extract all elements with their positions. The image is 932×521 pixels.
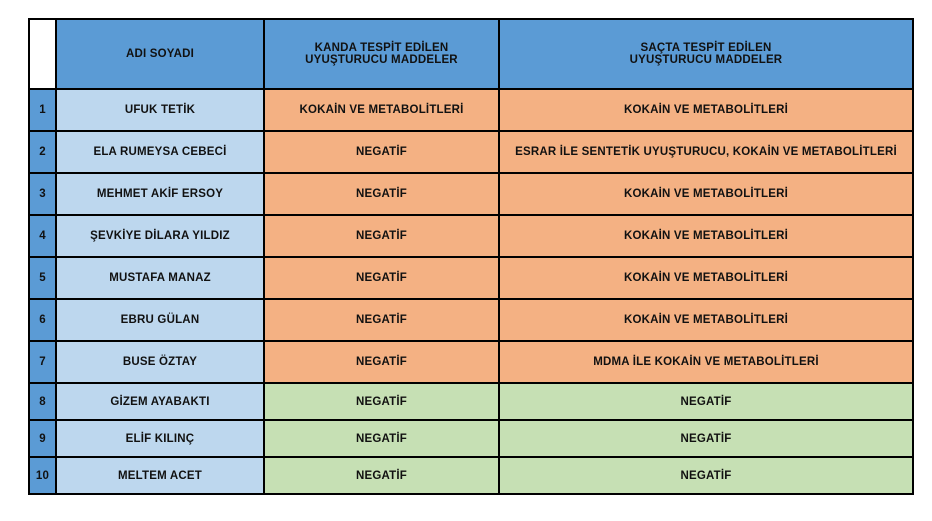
table-row: 4 ŞEVKİYE DİLARA YILDIZ NEGATİF KOKAİN V… <box>28 214 914 258</box>
person-name: MEHMET AKİF ERSOY <box>55 172 265 216</box>
drug-test-results-table: ADI SOYADI KANDA TESPİT EDİLEN UYUŞTURUC… <box>28 18 914 495</box>
table-row: 8 GİZEM AYABAKTI NEGATİF NEGATİF <box>28 382 914 421</box>
header-blood-result: KANDA TESPİT EDİLEN UYUŞTURUCU MADDELER <box>263 18 500 90</box>
hair-result: KOKAİN VE METABOLİTLERİ <box>498 298 914 342</box>
blood-result: NEGATİF <box>263 130 500 174</box>
table-row: 5 MUSTAFA MANAZ NEGATİF KOKAİN VE METABO… <box>28 256 914 300</box>
blood-result: NEGATİF <box>263 172 500 216</box>
person-name: MELTEM ACET <box>55 456 265 495</box>
blood-result: NEGATİF <box>263 419 500 458</box>
hair-result: ESRAR İLE SENTETİK UYUŞTURUCU, KOKAİN VE… <box>498 130 914 174</box>
person-name: BUSE ÖZTAY <box>55 340 265 384</box>
header-hair-result: SAÇTA TESPİT EDİLEN UYUŞTURUCU MADDELER <box>498 18 914 90</box>
row-index: 8 <box>28 382 57 421</box>
person-name: ELA RUMEYSA CEBECİ <box>55 130 265 174</box>
row-index: 3 <box>28 172 57 216</box>
blood-result: KOKAİN VE METABOLİTLERİ <box>263 88 500 132</box>
person-name: ŞEVKİYE DİLARA YILDIZ <box>55 214 265 258</box>
row-index: 6 <box>28 298 57 342</box>
hair-result: NEGATİF <box>498 456 914 495</box>
row-index: 1 <box>28 88 57 132</box>
row-index: 4 <box>28 214 57 258</box>
hair-result: KOKAİN VE METABOLİTLERİ <box>498 256 914 300</box>
row-index: 9 <box>28 419 57 458</box>
blood-result: NEGATİF <box>263 456 500 495</box>
header-row: ADI SOYADI KANDA TESPİT EDİLEN UYUŞTURUC… <box>28 18 914 90</box>
person-name: UFUK TETİK <box>55 88 265 132</box>
table-row: 2 ELA RUMEYSA CEBECİ NEGATİF ESRAR İLE S… <box>28 130 914 174</box>
table-row: 10 MELTEM ACET NEGATİF NEGATİF <box>28 456 914 495</box>
person-name: ELİF KILINÇ <box>55 419 265 458</box>
hair-result: NEGATİF <box>498 382 914 421</box>
blood-result: NEGATİF <box>263 256 500 300</box>
blood-result: NEGATİF <box>263 340 500 384</box>
hair-result: KOKAİN VE METABOLİTLERİ <box>498 172 914 216</box>
hair-result: KOKAİN VE METABOLİTLERİ <box>498 214 914 258</box>
blood-result: NEGATİF <box>263 214 500 258</box>
table-row: 9 ELİF KILINÇ NEGATİF NEGATİF <box>28 419 914 458</box>
table-row: 6 EBRU GÜLAN NEGATİF KOKAİN VE METABOLİT… <box>28 298 914 342</box>
header-name: ADI SOYADI <box>55 18 265 90</box>
row-index: 10 <box>28 456 57 495</box>
person-name: GİZEM AYABAKTI <box>55 382 265 421</box>
header-corner-cell <box>28 18 57 90</box>
table-row: 3 MEHMET AKİF ERSOY NEGATİF KOKAİN VE ME… <box>28 172 914 216</box>
row-index: 7 <box>28 340 57 384</box>
row-index: 2 <box>28 130 57 174</box>
table-row: 1 UFUK TETİK KOKAİN VE METABOLİTLERİ KOK… <box>28 88 914 132</box>
hair-result: MDMA İLE KOKAİN VE METABOLİTLERİ <box>498 340 914 384</box>
hair-result: NEGATİF <box>498 419 914 458</box>
table-row: 7 BUSE ÖZTAY NEGATİF MDMA İLE KOKAİN VE … <box>28 340 914 384</box>
person-name: EBRU GÜLAN <box>55 298 265 342</box>
blood-result: NEGATİF <box>263 298 500 342</box>
row-index: 5 <box>28 256 57 300</box>
person-name: MUSTAFA MANAZ <box>55 256 265 300</box>
blood-result: NEGATİF <box>263 382 500 421</box>
table-header: ADI SOYADI KANDA TESPİT EDİLEN UYUŞTURUC… <box>28 18 914 90</box>
hair-result: KOKAİN VE METABOLİTLERİ <box>498 88 914 132</box>
